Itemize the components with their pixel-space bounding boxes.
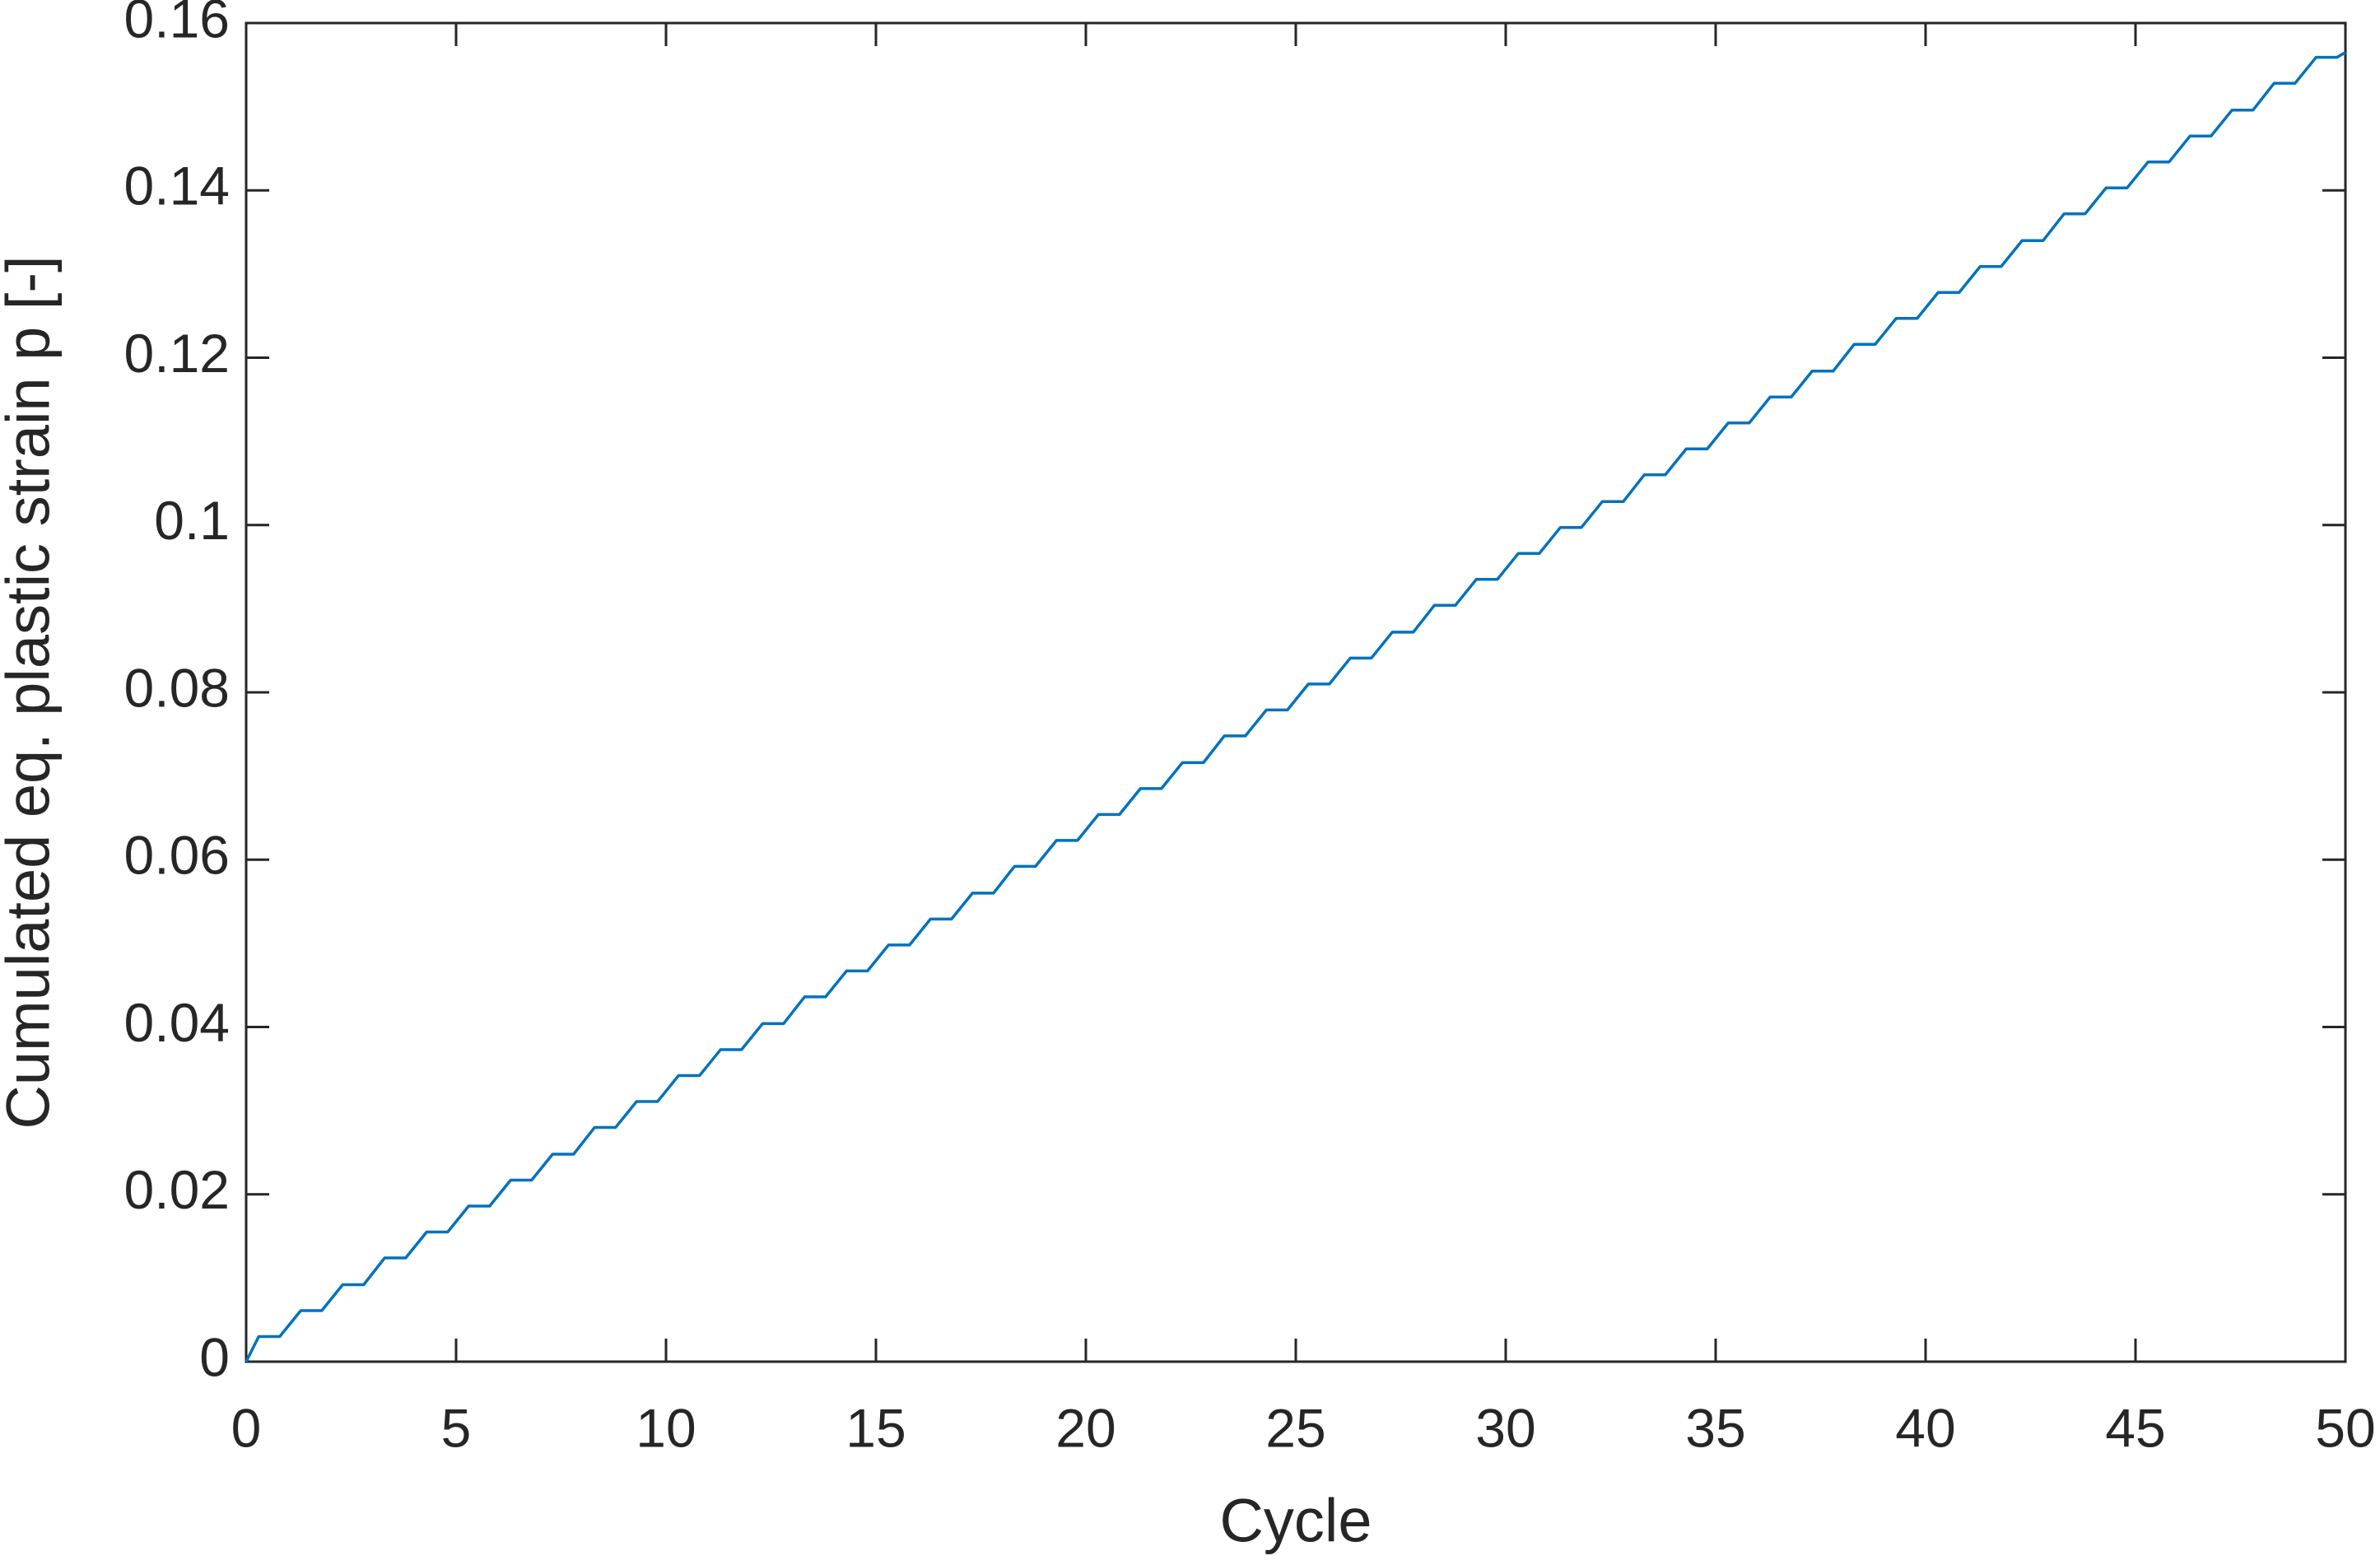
y-tick-label: 0 <box>199 1326 230 1387</box>
x-tick-label: 50 <box>2315 1397 2375 1458</box>
y-tick-label: 0.12 <box>124 323 230 384</box>
data-line <box>245 51 2346 1362</box>
x-tick-label: 25 <box>1265 1397 1325 1458</box>
x-tick-label: 5 <box>441 1397 472 1458</box>
y-tick-label: 0.04 <box>124 992 230 1053</box>
y-tick-label: 0.08 <box>124 657 230 718</box>
x-tick-label: 30 <box>1475 1397 1535 1458</box>
x-tick-label: 10 <box>636 1397 696 1458</box>
x-tick-label: 20 <box>1055 1397 1115 1458</box>
x-tick-label: 15 <box>845 1397 906 1458</box>
y-tick-label: 0.14 <box>124 156 230 217</box>
y-tick-label: 0.16 <box>124 0 230 49</box>
y-tick-label: 0.1 <box>154 490 230 551</box>
x-axis-label: Cycle <box>1219 1487 1372 1555</box>
x-tick-label: 35 <box>1685 1397 1745 1458</box>
y-tick-label: 0.06 <box>124 825 230 886</box>
plot-frame <box>245 21 2347 1363</box>
y-axis-label: Cumulated eq. plastic strain p [-] <box>0 255 63 1129</box>
x-tick-label: 45 <box>2105 1397 2165 1458</box>
x-tick-label: 40 <box>1895 1397 1955 1458</box>
y-tick-label: 0.02 <box>124 1159 230 1220</box>
x-tick-label: 0 <box>231 1397 262 1458</box>
